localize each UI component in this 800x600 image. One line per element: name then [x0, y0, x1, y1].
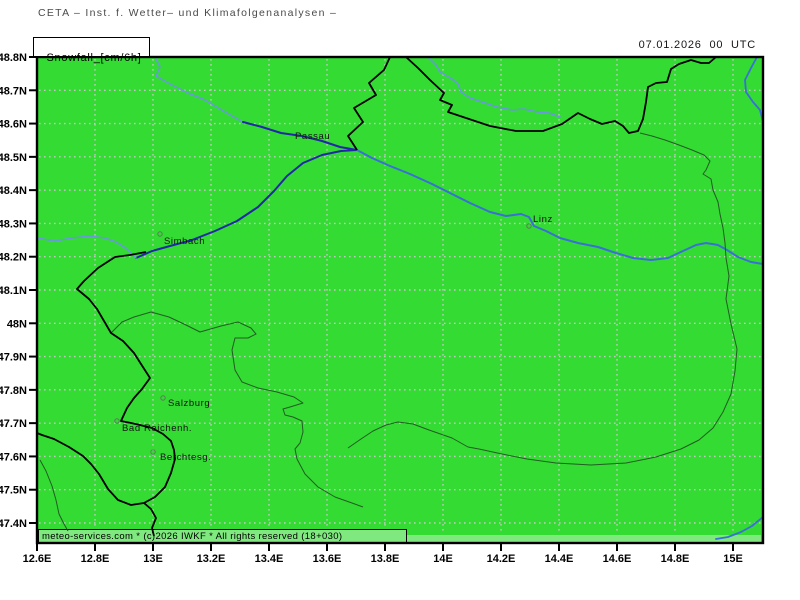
city-label: Salzburg	[168, 398, 210, 409]
cities-layer: Passau Simbach Linz Salzburg Bad Reichenh. Be…	[114, 131, 553, 463]
lat-tick-label: 47.8N	[0, 385, 27, 397]
state-border-southwest	[39, 459, 69, 532]
lat-tick-label: 48.3N	[0, 218, 27, 230]
border-de-cz	[347, 56, 391, 151]
lat-tick-label: 47.6N	[0, 451, 27, 463]
lat-tick-label: 48.7N	[0, 85, 27, 97]
app-title: CETA – Inst. f. Wetter– und Klimafolgena…	[38, 7, 338, 19]
lon-tick-label: 14.2E	[487, 553, 516, 565]
river-bottom-right	[715, 516, 764, 540]
river-danube-mid	[242, 121, 358, 151]
state-border-salzburg	[110, 311, 364, 508]
lat-tick-label: 47.9N	[0, 352, 27, 364]
lon-tick-label: 13.8E	[371, 553, 400, 565]
river-right-edge	[744, 56, 764, 123]
map-frame	[35, 55, 765, 545]
lat-tick-label: 47.4N	[0, 518, 27, 530]
river-inn-tributary	[36, 235, 137, 259]
lon-tick-label: 14.4E	[545, 553, 574, 565]
city-label: Bad Reichenh.	[122, 423, 192, 434]
lon-tick-label: 12.6E	[23, 553, 52, 565]
country-borders-layer	[36, 56, 717, 537]
state-border-northeast	[639, 132, 726, 244]
lon-tick-label: 12.8E	[81, 553, 110, 565]
state-borders-layer	[39, 132, 738, 532]
lat-tick-label: 47.7N	[0, 418, 27, 430]
city-label: Passau	[295, 131, 330, 142]
river-danube-upper	[154, 56, 244, 123]
product-label-box: Snowfall_[cm/6h]	[33, 37, 151, 64]
lon-tick-label: 13.6E	[313, 553, 342, 565]
map-background	[37, 57, 763, 543]
lat-tick-label: 48N	[7, 318, 27, 330]
state-border-southeast	[347, 242, 738, 466]
lon-tick-label: 14.8E	[661, 553, 690, 565]
lat-tick-label: 48.6N	[0, 119, 27, 131]
river-inn	[135, 149, 358, 259]
lat-tick-label: 48.1N	[0, 285, 27, 297]
timestamp: 07.01.2026 00 UTC	[638, 39, 756, 51]
lat-tick-label: 48.8N	[0, 52, 27, 64]
city-marker	[157, 231, 163, 237]
lat-tick-label: 48.2N	[0, 252, 27, 264]
lon-tick-label: 13.4E	[255, 553, 284, 565]
lon-tick-label: 14E	[433, 553, 453, 565]
border-de-at-south	[143, 502, 157, 537]
city-marker	[150, 449, 156, 455]
rivers-layer	[36, 56, 764, 540]
lat-tick-label: 48.4N	[0, 185, 27, 197]
product-label: Snowfall_[cm/6h]	[46, 52, 142, 64]
city-marker	[160, 395, 166, 401]
border-de-at-west	[36, 251, 176, 506]
copyright-text: meteo-services.com * (c)2026 IWKF * All …	[42, 531, 343, 542]
city-label: Berchtesg.	[160, 452, 211, 463]
lon-tick-label: 14.6E	[603, 553, 632, 565]
city-label: Simbach	[164, 236, 205, 247]
lon-tick-label: 15E	[723, 553, 743, 565]
lon-tick-label: 13E	[143, 553, 163, 565]
lon-tick-label: 13.2E	[197, 553, 226, 565]
river-northeast	[427, 56, 561, 118]
city-marker	[526, 223, 532, 229]
city-label: Linz	[533, 214, 553, 225]
lat-tick-label: 48.5N	[0, 152, 27, 164]
border-cz-at	[405, 56, 717, 134]
lat-tick-label: 47.5N	[0, 485, 27, 497]
city-marker	[114, 418, 120, 424]
graticule-grid	[39, 59, 761, 534]
axes-layer: 48.8N 48.7N 48.6N 48.5N 48.4N 48.3N 48.2N 48.1N…	[0, 52, 743, 565]
river-danube-lower	[356, 149, 764, 265]
